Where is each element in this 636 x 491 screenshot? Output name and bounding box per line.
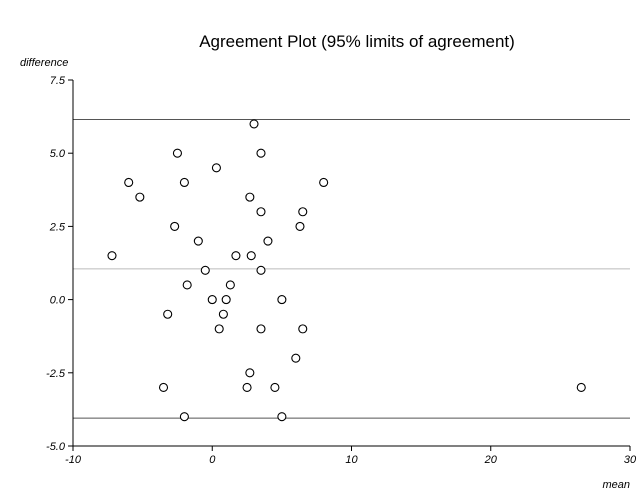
data-point <box>107 251 117 261</box>
x-tick-label: 0 <box>209 454 216 466</box>
y-axis-label: difference <box>20 57 68 69</box>
reference-lines-group <box>73 119 630 419</box>
x-tick-label: -10 <box>65 454 82 466</box>
data-point <box>319 177 329 188</box>
data-point <box>221 295 231 305</box>
y-tick-label: -5.0 <box>46 441 66 453</box>
y-tick-label: 5.0 <box>50 148 66 160</box>
x-tick-label: 20 <box>484 454 498 466</box>
data-point <box>193 236 203 246</box>
y-tick-label: 0.0 <box>50 295 66 307</box>
data-point <box>124 177 134 188</box>
data-point <box>135 192 145 202</box>
data-point <box>249 119 259 129</box>
data-point <box>242 382 252 392</box>
data-point <box>200 265 210 275</box>
data-point <box>246 251 256 261</box>
data-point <box>256 324 266 334</box>
data-point <box>295 221 305 231</box>
data-point <box>211 163 221 173</box>
data-point <box>182 280 192 290</box>
data-point <box>277 412 287 422</box>
y-tick-label: -2.5 <box>46 368 66 380</box>
data-point <box>245 192 255 202</box>
chart-title: Agreement Plot (95% limits of agreement) <box>199 32 515 51</box>
data-point <box>576 382 586 392</box>
y-tick-label: 2.5 <box>49 221 66 233</box>
y-tick-label: 7.5 <box>50 75 66 87</box>
x-axis-label: mean <box>602 479 630 491</box>
data-point <box>214 324 224 334</box>
data-point <box>231 251 241 261</box>
data-point <box>179 177 189 188</box>
data-point <box>170 221 180 231</box>
data-point <box>298 324 308 334</box>
data-point <box>277 295 287 305</box>
x-tick-label: 30 <box>624 454 636 466</box>
data-point <box>256 148 266 158</box>
data-point <box>179 412 189 422</box>
data-point <box>245 368 255 378</box>
data-point <box>207 295 217 305</box>
data-point <box>172 148 182 158</box>
data-point <box>298 207 308 217</box>
data-point <box>270 382 280 392</box>
data-point <box>225 280 235 290</box>
data-point <box>256 265 266 275</box>
data-point <box>291 353 301 363</box>
data-point <box>263 236 273 246</box>
data-point <box>163 309 173 319</box>
data-point <box>218 309 228 319</box>
data-point <box>256 207 266 217</box>
axes-group: -5.0 -2.5 0.0 2.5 5.0 7.5 -10 0 10 20 30 <box>46 75 636 466</box>
data-point <box>158 382 169 392</box>
x-tick-label: 10 <box>345 454 358 466</box>
data-points-group <box>107 119 586 422</box>
